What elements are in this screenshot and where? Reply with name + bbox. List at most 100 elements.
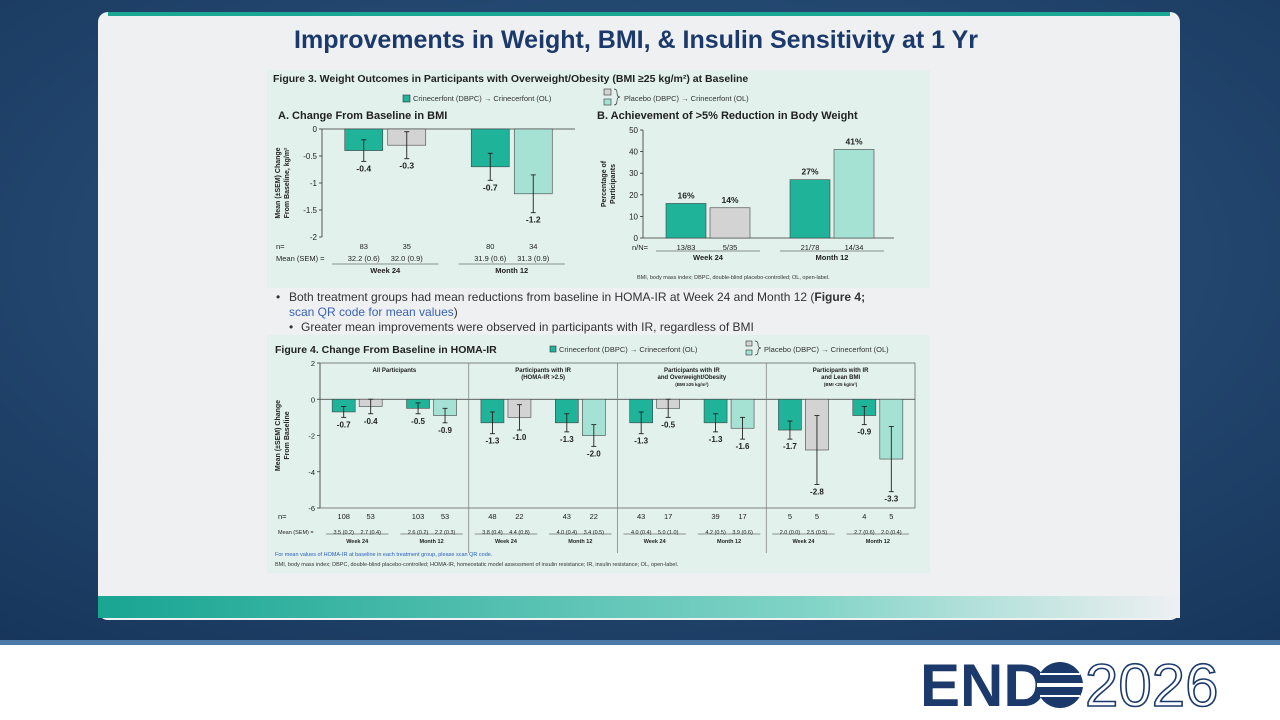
value-label: -0.3 [399, 161, 414, 171]
value-label: -2.0 [587, 449, 601, 458]
figure4-panel [267, 335, 930, 573]
row-value: 3.9 (0.6) [732, 530, 753, 536]
row-value: 103 [412, 512, 425, 521]
value-label: -2.8 [810, 487, 824, 496]
y-tick-label: -1 [310, 179, 318, 188]
y-tick-label: 40 [629, 148, 638, 157]
value-label: -1.2 [526, 215, 541, 225]
group-label: (HOMA-IR >2.5) [521, 375, 565, 381]
bar [833, 149, 875, 239]
row-value: 4.0 (0.4) [557, 530, 578, 536]
row-value: 5.0 (1.0) [658, 530, 679, 536]
value-label: -1.0 [513, 433, 527, 442]
row-label: n/N= [632, 243, 649, 252]
row-value: 17 [664, 512, 672, 521]
row-label: n= [276, 242, 285, 251]
value-label: -1.6 [736, 442, 750, 451]
group-label: and Overweight/Obesity [658, 375, 727, 381]
row-value: 3.8 (0.4) [482, 530, 503, 536]
y-tick-label: 50 [629, 126, 638, 135]
row-value: 108 [337, 512, 350, 521]
value-label: -0.9 [857, 428, 871, 437]
y-axis-label: Mean (±SEM) Change [275, 147, 282, 218]
legend-swatch [549, 345, 557, 353]
row-value: 5 [815, 512, 819, 521]
y-tick-label: 2 [311, 359, 315, 368]
y-tick-label: 30 [629, 169, 638, 178]
row-value: 53 [367, 512, 375, 521]
row-value: 13/83 [677, 243, 696, 252]
y-tick-label: -4 [308, 468, 315, 477]
value-label: -0.4 [364, 417, 378, 426]
value-label: -0.7 [483, 182, 498, 192]
y-tick-label: -2 [308, 432, 315, 441]
row-value: 22 [515, 512, 523, 521]
bullet-part: ) [454, 305, 458, 319]
legend-swatch [402, 94, 411, 103]
bullet-marker: • [276, 290, 280, 304]
x-tick-label: Week 24 [792, 539, 815, 545]
row-value: 31.9 (0.6) [474, 254, 507, 263]
y-tick-label: 0 [311, 395, 315, 404]
globe-band [1037, 683, 1083, 687]
bullet-link: scan QR code for mean values [289, 305, 454, 319]
footer-line [0, 640, 1280, 645]
group-label: All Participants [373, 368, 417, 374]
legend-swatch [603, 98, 612, 106]
y-tick-label: -0.5 [303, 152, 317, 161]
row-value: 48 [488, 512, 496, 521]
y-tick-label: -2 [310, 233, 318, 242]
row-value: 3.4 (0.5) [584, 530, 605, 536]
logo-globe [1037, 662, 1083, 708]
footnote: For mean values of HOMA-IR at baseline i… [275, 552, 493, 558]
value-label: -1.3 [634, 437, 648, 446]
row-value: 2.0 (0.4) [881, 530, 902, 536]
x-tick-label: Month 12 [866, 539, 890, 545]
row-label: Mean (SEM) = [278, 530, 314, 536]
bullet-part: Figure 4; [814, 290, 865, 304]
y-tick-label: 0 [634, 234, 639, 243]
top-stripe [108, 12, 1170, 16]
value-label: -1.3 [709, 435, 723, 444]
bar [665, 203, 707, 239]
row-value: 2.0 (0.0) [780, 530, 801, 536]
group-label: Participants with IR [515, 368, 571, 374]
row-value: 14/34 [845, 243, 864, 252]
value-label: 41% [845, 136, 862, 146]
logo-year: 2026 [1085, 652, 1218, 719]
legend-brace [754, 340, 762, 356]
group-label: Participants with IR [813, 368, 869, 374]
chart-title: A. Change From Baseline in BMI [278, 110, 447, 122]
bullet-text: Both treatment groups had mean reduction… [289, 290, 865, 304]
slide-title: Improvements in Weight, BMI, & Insulin S… [294, 26, 978, 54]
row-value: 17 [738, 512, 746, 521]
group-label: Participants with IR [664, 368, 720, 374]
bar [709, 207, 751, 239]
group-label: (BMI ≥25 kg/m²) [675, 382, 709, 387]
footnote: BMI, body mass index; DBPC, double-blind… [275, 562, 679, 568]
x-tick-label: Week 24 [495, 539, 518, 545]
legend-label: Placebo (DBPC) → Crinecerfont (OL) [764, 345, 889, 354]
bullet-text: scan QR code for mean values) [289, 305, 458, 319]
row-value: 32.0 (0.9) [391, 254, 424, 263]
row-value: 21/78 [801, 243, 820, 252]
value-label: -0.4 [356, 163, 371, 173]
row-value: 5/35 [723, 243, 738, 252]
group-label: (BMI <25 kg/m²) [824, 382, 858, 387]
x-tick-label: Month 12 [419, 539, 443, 545]
x-tick-label: Month 12 [568, 539, 592, 545]
value-label: -1.7 [783, 442, 797, 451]
bullet-marker: • [289, 320, 293, 334]
group-label: and Lean BMI [821, 375, 860, 381]
legend-label: Placebo (DBPC) → Crinecerfont (OL) [624, 94, 749, 103]
row-value: 4.4 (0.8) [509, 530, 530, 536]
legend-label: Crinecerfont (DBPC) → Crinecerfont (OL) [413, 94, 552, 103]
row-value: 5 [889, 512, 893, 521]
value-label: -0.5 [661, 420, 675, 429]
row-value: 43 [637, 512, 645, 521]
x-tick-label: Month 12 [717, 539, 741, 545]
legend-swatch [745, 349, 753, 356]
